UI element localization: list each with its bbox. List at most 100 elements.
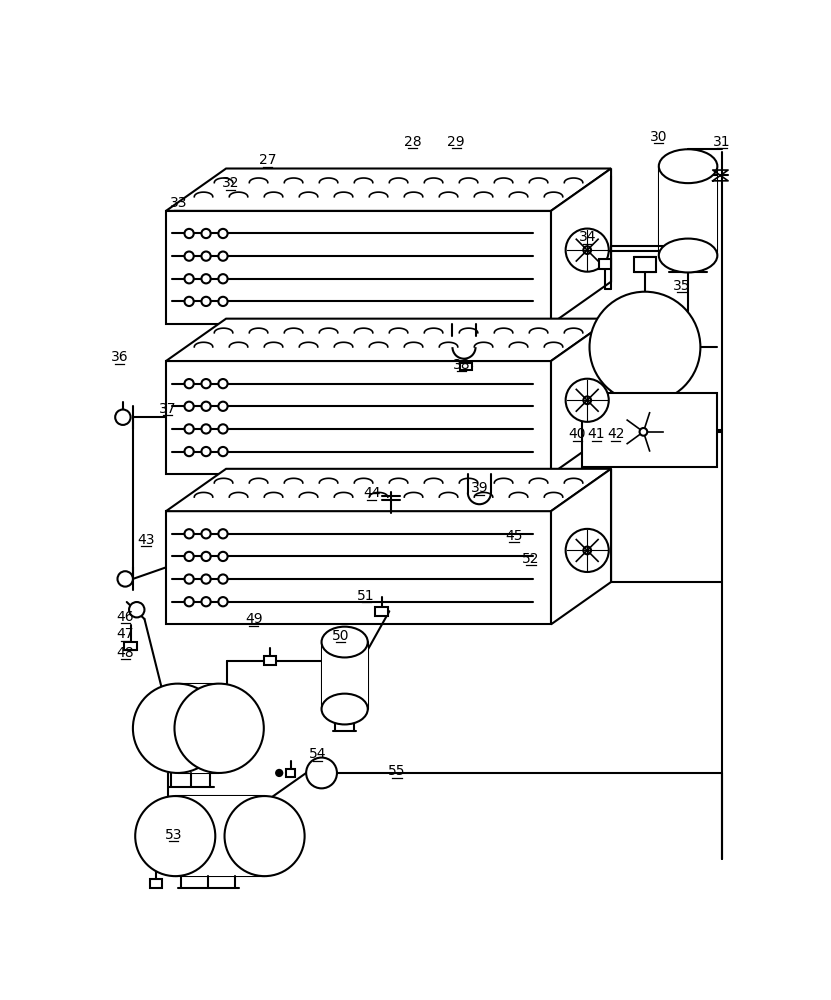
Text: 32: 32 [222,176,239,190]
Bar [659,166,717,256]
Circle shape [583,396,591,404]
Circle shape [201,252,211,261]
Bar [322,642,368,709]
Text: 39: 39 [470,481,489,495]
Bar [460,363,473,370]
Ellipse shape [322,627,368,657]
Text: 34: 34 [578,230,596,244]
Text: 40: 40 [568,427,586,441]
Text: 49: 49 [245,612,263,626]
Ellipse shape [224,796,305,876]
Circle shape [566,379,609,422]
Circle shape [184,597,194,606]
Text: 41: 41 [588,427,605,441]
Circle shape [184,424,194,434]
Circle shape [201,597,211,606]
Circle shape [219,552,228,561]
Circle shape [201,447,211,456]
Text: 36: 36 [111,350,129,364]
Text: 43: 43 [137,533,155,547]
Polygon shape [166,469,611,511]
Text: 44: 44 [363,486,381,500]
Circle shape [219,402,228,411]
Circle shape [201,274,211,283]
Polygon shape [551,469,611,624]
Circle shape [201,529,211,538]
Text: 27: 27 [259,153,277,167]
Text: 50: 50 [332,629,350,643]
Circle shape [129,602,145,617]
Circle shape [219,529,228,538]
Bar [150,879,162,888]
Circle shape [116,410,130,425]
Text: 54: 54 [309,747,327,761]
Circle shape [589,292,701,403]
Circle shape [117,571,133,587]
Ellipse shape [135,796,215,876]
Polygon shape [166,169,611,211]
Bar [286,769,295,777]
Circle shape [566,529,609,572]
Text: 48: 48 [116,646,134,660]
Bar [263,656,276,665]
Text: 45: 45 [505,529,523,543]
Text: 55: 55 [388,764,406,778]
Text: 42: 42 [607,427,624,441]
Circle shape [583,246,591,254]
Circle shape [184,297,194,306]
Circle shape [219,297,228,306]
Text: 46: 46 [116,610,134,624]
Text: 52: 52 [522,552,540,566]
Polygon shape [166,211,551,324]
Bar [175,796,264,876]
Circle shape [640,428,647,436]
Polygon shape [551,319,611,474]
Circle shape [201,297,211,306]
Text: 28: 28 [404,135,421,149]
Circle shape [201,574,211,584]
Polygon shape [166,319,611,361]
Polygon shape [551,169,611,324]
Circle shape [219,229,228,238]
Polygon shape [166,511,551,624]
Circle shape [276,770,283,776]
Circle shape [219,424,228,434]
Bar [582,393,716,466]
Ellipse shape [133,684,222,773]
Ellipse shape [175,684,263,773]
Circle shape [184,229,194,238]
Circle shape [201,424,211,434]
Circle shape [184,252,194,261]
Circle shape [184,552,194,561]
Text: 47: 47 [116,627,134,641]
Circle shape [184,379,194,388]
Circle shape [184,447,194,456]
Circle shape [184,274,194,283]
Circle shape [219,574,228,584]
Polygon shape [166,361,551,474]
Bar [376,607,388,616]
Bar [125,642,137,650]
Circle shape [219,447,228,456]
Circle shape [306,758,337,788]
Circle shape [583,547,591,554]
Ellipse shape [659,239,717,272]
Circle shape [184,574,194,584]
Ellipse shape [659,149,717,183]
Circle shape [201,229,211,238]
Text: 53: 53 [165,828,183,842]
Text: 38: 38 [453,358,470,372]
Circle shape [201,402,211,411]
Text: 35: 35 [673,279,691,293]
Bar [178,684,219,773]
Text: 37: 37 [159,402,176,416]
Circle shape [219,274,228,283]
Circle shape [219,379,228,388]
Circle shape [184,402,194,411]
Circle shape [219,252,228,261]
Text: 51: 51 [357,589,375,603]
Circle shape [184,529,194,538]
Text: 30: 30 [650,130,667,144]
Text: 29: 29 [447,135,465,149]
Text: 33: 33 [170,196,188,210]
